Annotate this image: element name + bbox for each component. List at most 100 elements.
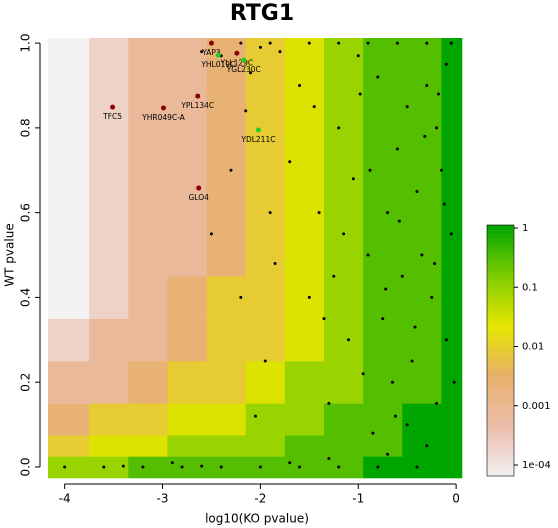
heatmap-cell (48, 435, 90, 457)
x-tick-label: -4 (59, 492, 71, 506)
heatmap-cell (363, 403, 403, 436)
heatmap-cell (128, 38, 168, 65)
point (449, 41, 453, 45)
heatmap-cell (167, 276, 207, 319)
heatmap-cell (206, 435, 247, 457)
heatmap-cell (89, 403, 129, 436)
point (288, 461, 292, 465)
point (410, 359, 414, 363)
point (346, 338, 350, 342)
colorbar-tick-label: 1 (522, 223, 528, 234)
point (200, 464, 204, 468)
point (322, 317, 326, 321)
heatmap-cell (363, 106, 403, 150)
point (209, 232, 213, 236)
point (342, 232, 346, 236)
y-tick-label: 0.4 (19, 288, 33, 307)
colorbar-strip (487, 442, 514, 448)
colorbar-strip (487, 450, 514, 456)
colorbar-strip (487, 459, 514, 464)
heatmap-cell (441, 191, 463, 235)
colorbar-strip (487, 329, 514, 335)
point (180, 465, 184, 469)
heatmap-cell (167, 106, 207, 150)
colorbar-strip (487, 429, 514, 435)
heatmap-cell (206, 233, 247, 277)
highlight-point (110, 104, 116, 110)
colorbar-strip (487, 279, 514, 285)
point (442, 202, 446, 206)
point (439, 168, 443, 172)
point (405, 423, 409, 427)
colorbar-strip (487, 467, 514, 473)
colorbar-strip (487, 417, 514, 423)
colorbar-strip (487, 425, 514, 431)
colorbar-strip (487, 379, 514, 385)
y-tick-label: 0.8 (19, 118, 33, 137)
y-tick-label: 0.2 (19, 373, 33, 392)
highlight-point (208, 40, 214, 46)
heatmap-cell (48, 106, 90, 150)
heatmap-cell (284, 456, 325, 479)
heatmap-cell (245, 318, 286, 362)
point (393, 414, 397, 418)
highlight-label: YPL134C (180, 101, 214, 110)
heatmap-cell (206, 361, 247, 404)
colorbar-strip (487, 237, 514, 243)
colorbar-strip (487, 241, 514, 247)
colorbar-tick-label: 1e-04 (522, 460, 551, 471)
point (268, 211, 272, 215)
point (239, 295, 243, 299)
point (415, 189, 419, 193)
colorbar-strip (487, 413, 514, 418)
point (63, 465, 67, 469)
heatmap-cell (284, 38, 325, 65)
heatmap-cell (48, 64, 90, 107)
heatmap-cell (128, 106, 168, 150)
highlight-point (255, 127, 261, 133)
heatmap-cell (245, 191, 286, 235)
heatmap-cell (48, 403, 90, 436)
point (337, 126, 341, 130)
heatmap-cell (167, 149, 207, 192)
point (368, 168, 372, 172)
heatmap-cell (441, 403, 463, 436)
heatmap-cell (206, 64, 247, 107)
point (327, 457, 331, 461)
colorbar-strip (487, 296, 514, 301)
heatmap-cell (402, 361, 442, 404)
heatmap-cell (89, 361, 129, 404)
point (356, 54, 360, 58)
x-axis-label: log10(KO pvalue) (205, 512, 309, 526)
heatmap-cell (128, 233, 168, 277)
heatmap-cell (128, 403, 168, 436)
highlight-label: GLO4 (189, 193, 210, 202)
heatmap-cell (324, 64, 364, 107)
heatmap-cell (363, 64, 403, 107)
point (435, 126, 439, 130)
heatmap-cell (363, 233, 403, 277)
highlight-point (215, 52, 221, 58)
highlight-point (160, 105, 166, 111)
point (415, 465, 419, 469)
colorbar-strip (487, 342, 514, 347)
point (258, 465, 262, 469)
heatmap-cell (48, 361, 90, 404)
heatmap-cell (363, 456, 403, 479)
point (423, 134, 427, 138)
colorbar-strip (487, 455, 514, 460)
colorbar-strip (487, 325, 514, 331)
highlight-label: TFC5 (102, 112, 122, 121)
highlight-point (195, 93, 201, 99)
heatmap-cell (324, 318, 364, 362)
point (327, 401, 331, 405)
point (263, 359, 267, 363)
heatmap-cell (402, 318, 442, 362)
y-tick-label: 0.6 (19, 203, 33, 222)
heatmap-cell (245, 64, 286, 107)
highlight-point (241, 57, 247, 63)
colorbar-strip (487, 312, 514, 318)
point (433, 262, 437, 266)
colorbar-strip (487, 337, 514, 343)
point (413, 325, 417, 329)
